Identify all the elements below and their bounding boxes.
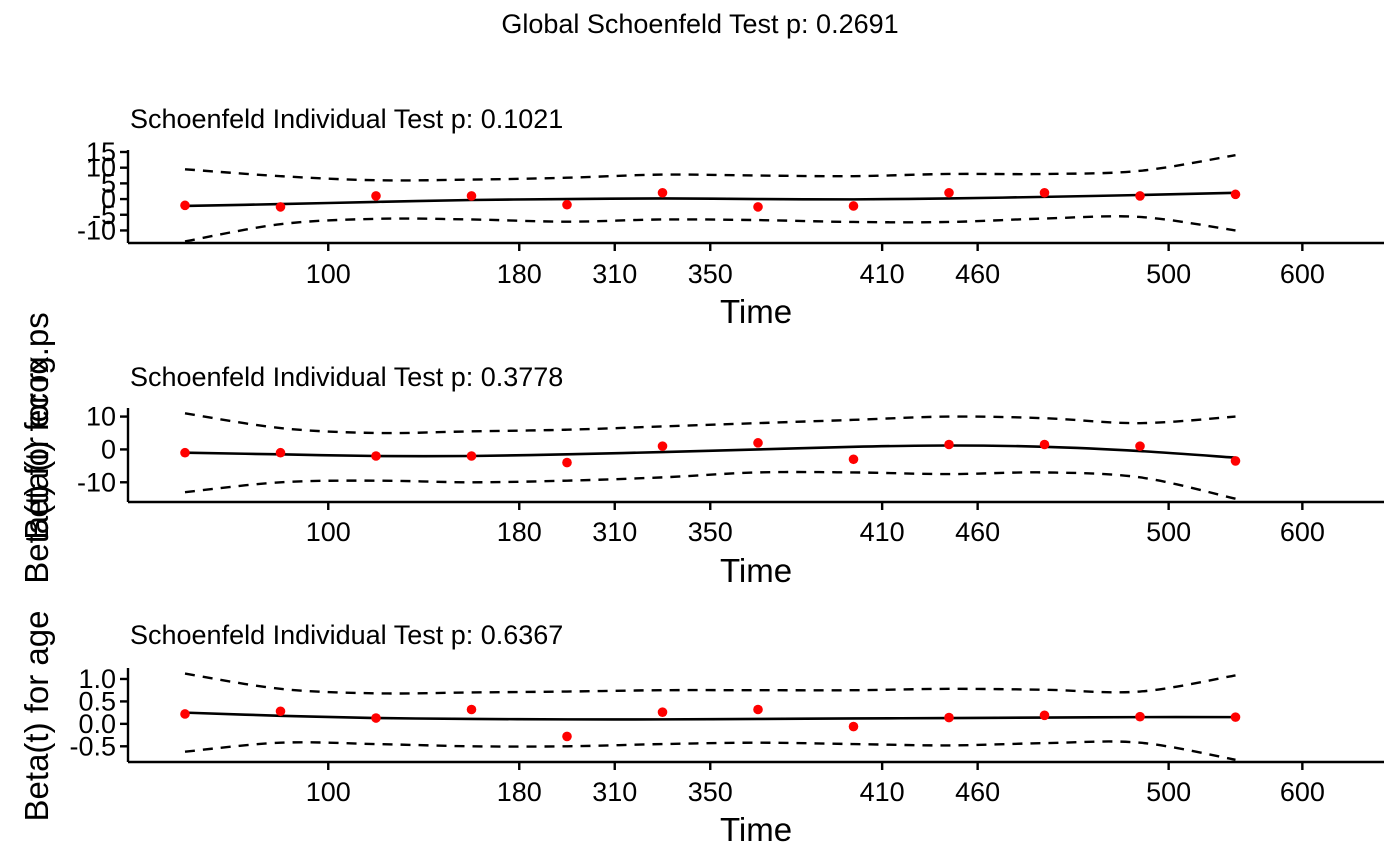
- x-tick-label: 460: [955, 517, 1000, 547]
- y-tick-label: -10: [77, 215, 116, 245]
- fit-line: [184, 444, 1236, 459]
- x-tick-label: 310: [592, 517, 637, 547]
- x-tick-label: 100: [306, 517, 351, 547]
- panel-subtitle: Schoenfeld Individual Test p: 0.6367: [130, 620, 563, 650]
- ci-upper-line: [184, 672, 1236, 695]
- x-tick-label: 310: [592, 777, 637, 807]
- x-tick-label: 460: [955, 777, 1000, 807]
- x-tick-label: 500: [1146, 259, 1191, 289]
- data-point: [848, 721, 859, 732]
- x-tick-label: 180: [497, 777, 542, 807]
- x-tick-label: 350: [688, 259, 733, 289]
- y-tick-label: 0: [101, 184, 116, 214]
- x-tick-label: 410: [860, 517, 905, 547]
- y-tick-label: -10: [77, 467, 116, 497]
- ci-upper-line: [184, 153, 1236, 182]
- data-point: [657, 441, 668, 451]
- x-tick-label: 600: [1280, 517, 1325, 547]
- fit-line: [184, 711, 1236, 721]
- y-tick-label: 15: [86, 137, 116, 167]
- y-tick-label: 1.0: [78, 664, 116, 694]
- x-tick-label: 600: [1280, 259, 1325, 289]
- data-point: [848, 454, 859, 465]
- data-point: [180, 447, 190, 458]
- y-axis-label: Beta(t) for age: [18, 611, 55, 822]
- x-axis-label: Time: [720, 293, 792, 330]
- data-point: [1135, 441, 1145, 451]
- data-point: [1230, 712, 1241, 722]
- x-tick-label: 310: [592, 259, 637, 289]
- x-tick-label: 410: [860, 259, 905, 289]
- data-point: [1135, 191, 1145, 201]
- y-axis-label: Beta(t) for ecog.ps: [18, 312, 55, 583]
- x-tick-label: 180: [497, 259, 542, 289]
- y-tick-label: 10: [86, 402, 116, 432]
- panel-subtitle: Schoenfeld Individual Test p: 0.3778: [130, 362, 563, 392]
- data-point: [944, 712, 954, 723]
- data-point: [466, 704, 477, 715]
- data-point: [371, 451, 381, 461]
- panels: Schoenfeld Individual Test p: 0.1021-10-…: [18, 104, 1384, 848]
- data-point: [275, 447, 286, 458]
- x-tick-label: 460: [955, 259, 1000, 289]
- x-tick-label: 600: [1280, 777, 1325, 807]
- x-axis-label: Time: [720, 811, 792, 848]
- y-tick-label: -5: [92, 200, 116, 230]
- x-tick-label: 500: [1146, 517, 1191, 547]
- data-point: [562, 199, 572, 210]
- x-tick-label: 350: [688, 517, 733, 547]
- panel-1: Schoenfeld Individual Test p: 0.1021-10-…: [18, 104, 1384, 584]
- data-point: [657, 187, 668, 198]
- y-tick-label: 0: [101, 434, 116, 464]
- data-point: [275, 202, 286, 212]
- ci-upper-line: [184, 412, 1236, 435]
- panel-3: Schoenfeld Individual Test p: 0.6367 -0.5…: [18, 611, 1384, 848]
- data-point: [1230, 189, 1241, 200]
- x-tick-label: 180: [497, 517, 542, 547]
- data-point: [466, 451, 477, 461]
- data-point: [371, 713, 381, 723]
- data-point: [180, 200, 190, 211]
- x-tick-label: 100: [306, 259, 351, 289]
- data-point: [1039, 710, 1050, 721]
- data-point: [944, 187, 954, 198]
- x-tick-label: 350: [688, 777, 733, 807]
- x-tick-label: 410: [860, 777, 905, 807]
- x-axis-label: Time: [720, 552, 792, 589]
- y-axis-label: Beta(t) for rx: [18, 356, 55, 540]
- x-tick-label: 500: [1146, 777, 1191, 807]
- y-tick-label: 0.5: [78, 686, 116, 716]
- data-point: [371, 191, 381, 201]
- data-point: [753, 202, 763, 212]
- fit-line: [184, 191, 1236, 208]
- panel-subtitle: Schoenfeld Individual Test p: 0.1021: [130, 104, 563, 134]
- ci-lower-line: [184, 470, 1236, 500]
- panel-2: Schoenfeld Individual Test p: 0.3778 -100…: [18, 356, 1384, 589]
- data-point: [848, 201, 859, 211]
- data-point: [1039, 439, 1050, 450]
- x-tick-label: 100: [306, 777, 351, 807]
- data-point: [180, 709, 190, 719]
- data-point: [466, 191, 477, 201]
- global-title: Global Schoenfeld Test p: 0.2691: [501, 9, 898, 39]
- data-point: [1039, 187, 1050, 198]
- ci-lower-line: [184, 740, 1236, 761]
- data-point: [753, 704, 763, 715]
- data-point: [275, 706, 286, 717]
- data-point: [1135, 711, 1145, 722]
- y-tick-label: 0.0: [78, 709, 116, 739]
- data-point: [944, 439, 954, 450]
- data-point: [562, 731, 572, 742]
- data-point: [657, 707, 668, 717]
- data-point: [562, 457, 572, 468]
- y-tick-label: 10: [86, 153, 116, 183]
- ci-lower-line: [184, 215, 1236, 243]
- data-point: [753, 438, 763, 448]
- y-tick-label: -0.5: [69, 731, 116, 761]
- data-point: [1230, 456, 1241, 466]
- y-tick-label: 5: [101, 168, 116, 198]
